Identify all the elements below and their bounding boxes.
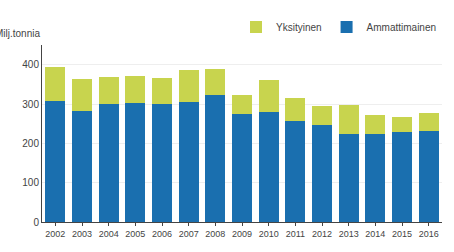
svg-text:2007: 2007 (179, 229, 199, 239)
svg-text:2016: 2016 (419, 229, 439, 239)
svg-text:2015: 2015 (392, 229, 412, 239)
svg-text:400: 400 (22, 59, 39, 70)
svg-text:2006: 2006 (152, 229, 172, 239)
svg-text:300: 300 (22, 99, 39, 110)
svg-text:2002: 2002 (45, 229, 65, 239)
svg-text:200: 200 (22, 138, 39, 149)
svg-text:2003: 2003 (72, 229, 92, 239)
svg-text:2014: 2014 (365, 229, 385, 239)
svg-text:2011: 2011 (286, 229, 305, 239)
svg-text:Milj.tonnia: Milj.tonnia (0, 28, 40, 39)
svg-text:2010: 2010 (259, 229, 279, 239)
svg-text:2012: 2012 (312, 229, 332, 239)
svg-text:0: 0 (33, 217, 39, 228)
svg-text:2008: 2008 (205, 229, 225, 239)
svg-text:100: 100 (22, 177, 39, 188)
svg-text:2009: 2009 (232, 229, 252, 239)
svg-text:2005: 2005 (125, 229, 145, 239)
svg-text:Yksityinen: Yksityinen (276, 22, 322, 33)
svg-text:2013: 2013 (339, 229, 359, 239)
svg-text:2004: 2004 (99, 229, 119, 239)
svg-text:Ammattimainen: Ammattimainen (367, 22, 436, 33)
